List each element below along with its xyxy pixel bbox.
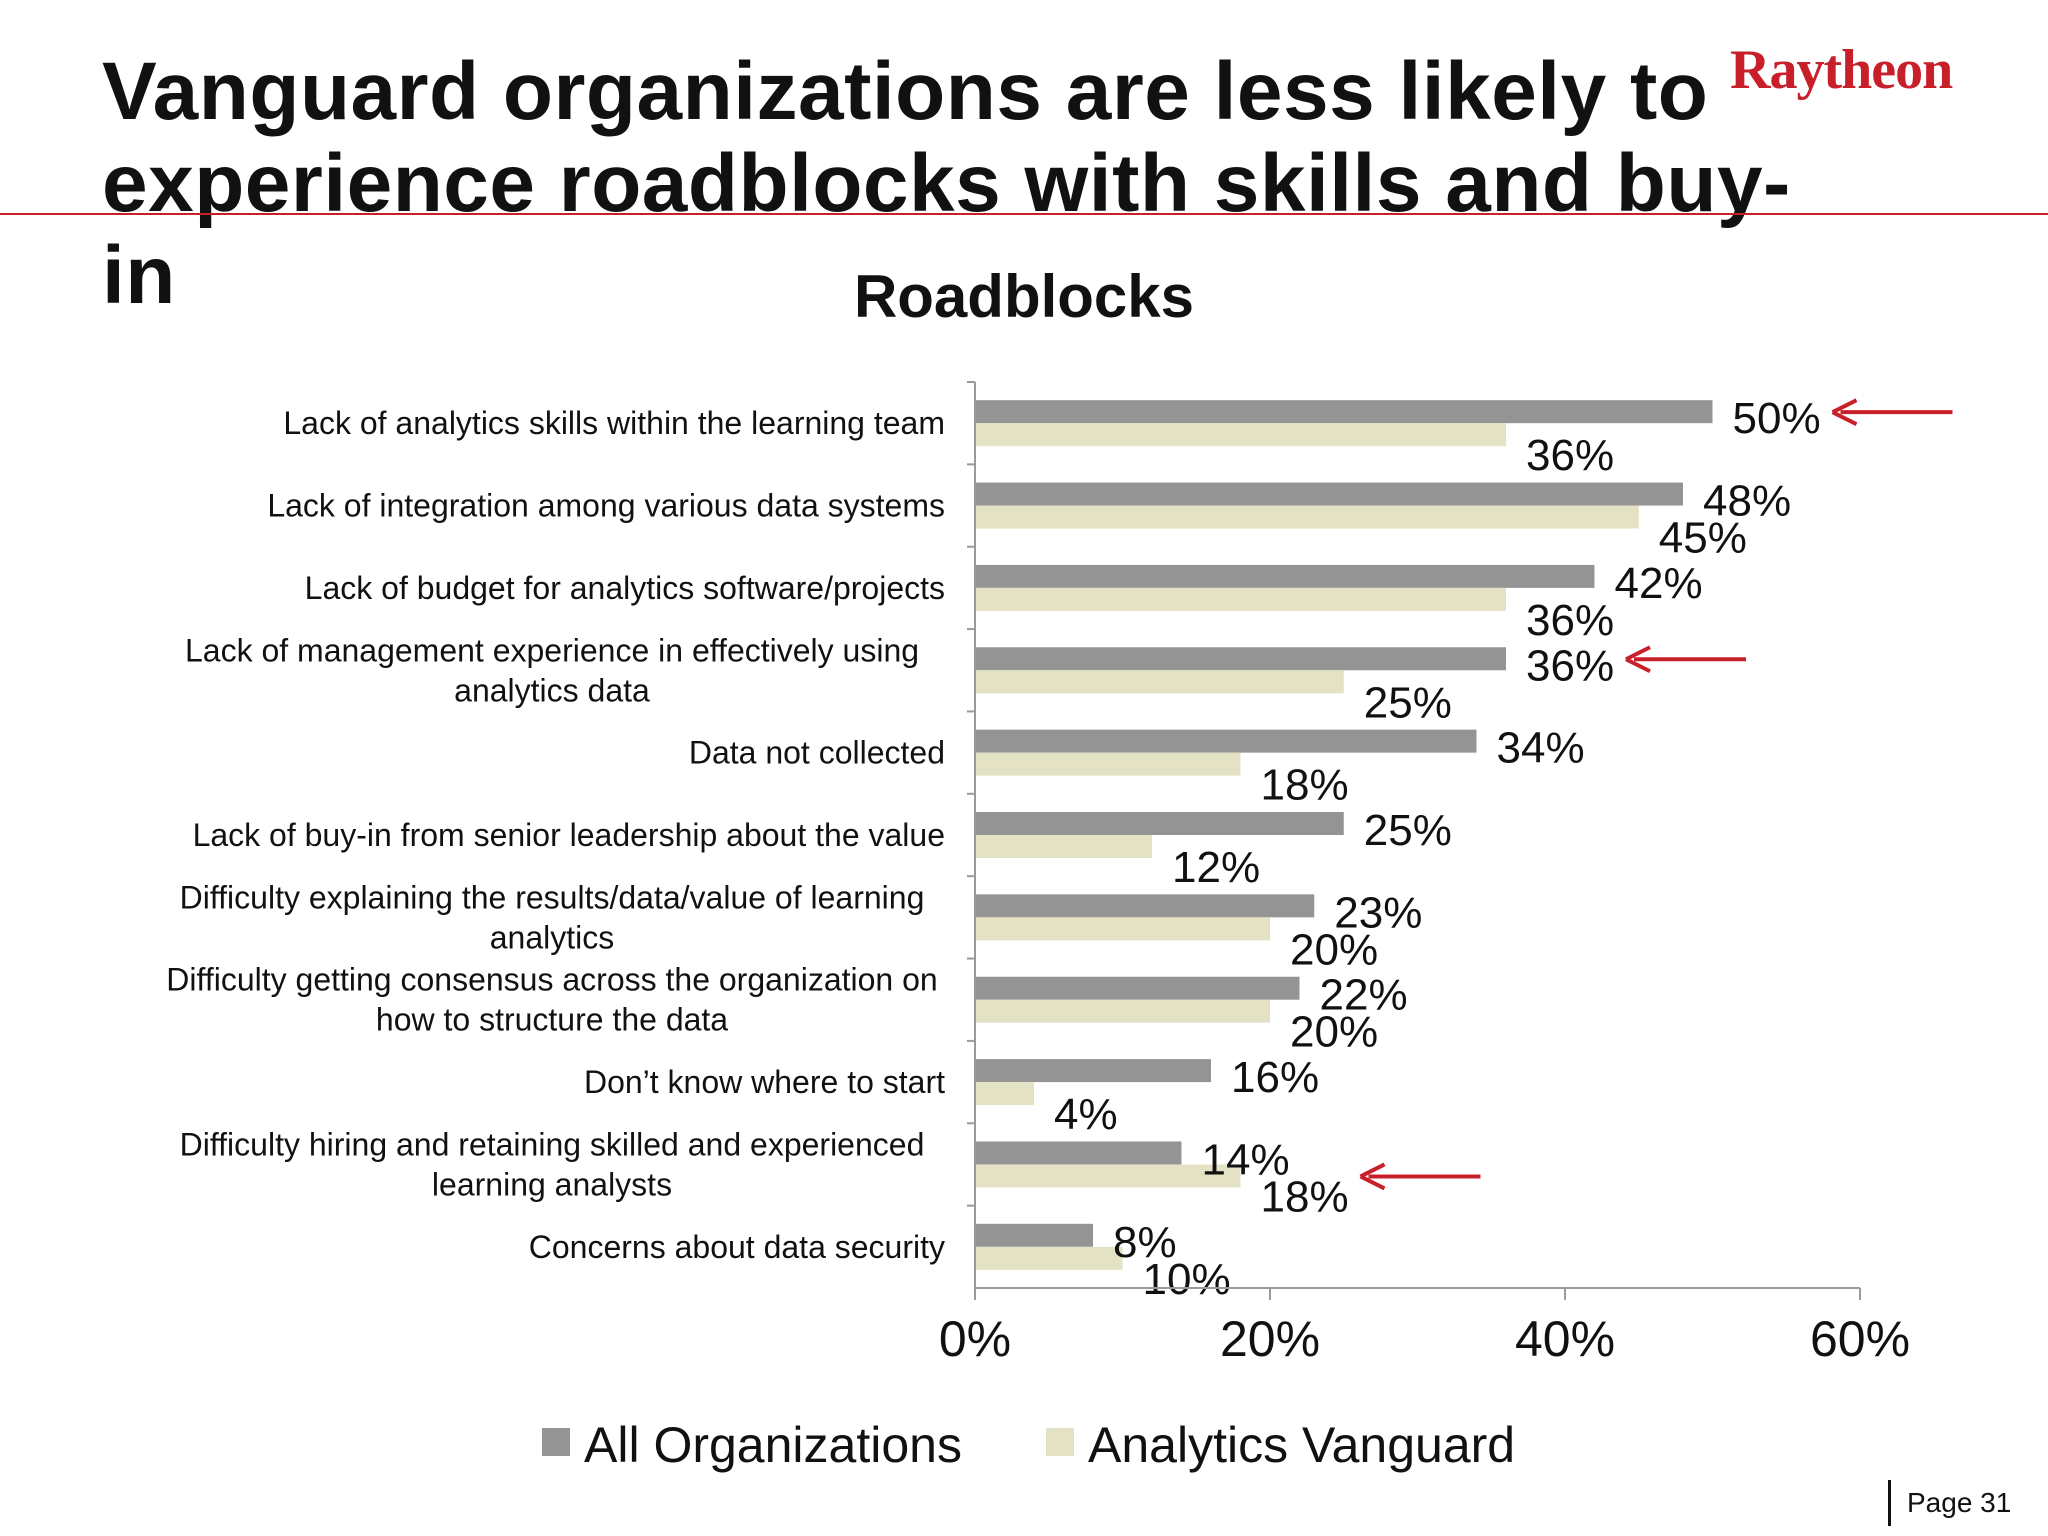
data-label: 25% bbox=[1364, 678, 1452, 727]
data-label: 34% bbox=[1497, 724, 1585, 773]
bar-all-organizations bbox=[975, 400, 1713, 424]
page-number: Page 31 bbox=[1888, 1480, 2011, 1526]
legend-label: Analytics Vanguard bbox=[1088, 1417, 1515, 1473]
data-label: 16% bbox=[1231, 1053, 1319, 1102]
category-label: Don’t know where to start bbox=[584, 1064, 945, 1100]
bar-all-organizations bbox=[975, 482, 1683, 506]
legend-swatch-all-organizations bbox=[542, 1428, 570, 1456]
bar-all-organizations bbox=[975, 812, 1344, 835]
category-label: Difficulty getting consensus across the … bbox=[166, 962, 937, 1038]
data-label: 12% bbox=[1172, 843, 1260, 892]
bar-analytics-vanguard bbox=[975, 999, 1270, 1023]
data-labels: 50%36%48%45%42%36%36%25%34%18%25%12%23%2… bbox=[1054, 394, 1821, 1304]
data-label: 14% bbox=[1202, 1135, 1290, 1184]
data-label: 42% bbox=[1615, 559, 1703, 608]
data-label: 20% bbox=[1290, 1008, 1378, 1057]
bar-all-organizations bbox=[975, 1059, 1211, 1083]
category-label: Difficulty explaining the results/data/v… bbox=[180, 879, 925, 955]
highlight-arrows bbox=[1359, 398, 1953, 1191]
category-label: Lack of buy-in from senior leadership ab… bbox=[193, 817, 945, 853]
data-label: 45% bbox=[1659, 514, 1747, 563]
bar-all-organizations bbox=[975, 729, 1477, 753]
bar-analytics-vanguard bbox=[975, 423, 1506, 447]
bar-analytics-vanguard bbox=[975, 835, 1152, 858]
x-tick-label: 0% bbox=[939, 1311, 1011, 1367]
category-label: Lack of management experience in effecti… bbox=[185, 632, 919, 708]
data-label: 25% bbox=[1364, 806, 1452, 855]
highlight-arrow-head bbox=[1359, 1162, 1386, 1191]
data-label: 50% bbox=[1733, 394, 1821, 443]
data-label: 20% bbox=[1290, 925, 1378, 974]
chart-title: Roadblocks bbox=[853, 263, 1195, 330]
raytheon-logo: Raytheon bbox=[1730, 39, 1953, 101]
bar-all-organizations bbox=[975, 976, 1300, 1000]
legend: All Organizations Analytics Vanguard bbox=[542, 1417, 1515, 1473]
bar-analytics-vanguard bbox=[975, 917, 1270, 941]
bar-analytics-vanguard bbox=[975, 752, 1241, 776]
category-label: Data not collected bbox=[689, 735, 945, 771]
bar-analytics-vanguard bbox=[975, 1164, 1241, 1188]
data-label: 36% bbox=[1526, 641, 1614, 690]
bar-all-organizations bbox=[975, 564, 1595, 588]
x-tick-label: 40% bbox=[1515, 1311, 1615, 1367]
bars bbox=[975, 400, 1713, 1270]
bar-all-organizations bbox=[975, 1223, 1093, 1247]
category-label: Lack of analytics skills within the lear… bbox=[283, 405, 945, 441]
bar-all-organizations bbox=[975, 1141, 1182, 1165]
data-label: 23% bbox=[1334, 888, 1422, 937]
bar-all-organizations bbox=[975, 894, 1315, 918]
data-label: 4% bbox=[1054, 1090, 1118, 1139]
bar-analytics-vanguard bbox=[975, 587, 1506, 611]
legend-label: All Organizations bbox=[584, 1417, 962, 1473]
data-label: 18% bbox=[1261, 1172, 1349, 1221]
data-label: 10% bbox=[1143, 1255, 1231, 1304]
data-label: 48% bbox=[1703, 477, 1791, 526]
legend-swatch-analytics-vanguard bbox=[1046, 1428, 1074, 1456]
x-tick-label: 60% bbox=[1810, 1311, 1910, 1367]
category-label: Concerns about data security bbox=[529, 1229, 945, 1265]
title-divider bbox=[0, 213, 2048, 215]
data-label: 8% bbox=[1113, 1218, 1177, 1267]
axes: 0% 20% 40% 60% bbox=[939, 381, 1910, 1367]
bar-analytics-vanguard bbox=[975, 670, 1344, 694]
data-label: 36% bbox=[1526, 431, 1614, 480]
bar-analytics-vanguard bbox=[975, 1246, 1123, 1270]
highlight-arrow-head bbox=[1831, 398, 1858, 426]
data-label: 18% bbox=[1261, 761, 1349, 810]
data-label: 36% bbox=[1526, 596, 1614, 645]
category-labels: Lack of analytics skills within the lear… bbox=[166, 405, 945, 1265]
bar-analytics-vanguard bbox=[975, 1082, 1034, 1106]
category-label: Difficulty hiring and retaining skilled … bbox=[180, 1126, 925, 1202]
category-label: Lack of integration among various data s… bbox=[267, 488, 945, 524]
bar-all-organizations bbox=[975, 647, 1506, 671]
highlight-arrow-head bbox=[1625, 645, 1651, 674]
category-label: Lack of budget for analytics software/pr… bbox=[305, 570, 945, 606]
x-tick-label: 20% bbox=[1220, 1311, 1320, 1367]
data-label: 22% bbox=[1320, 971, 1408, 1020]
bar-analytics-vanguard bbox=[975, 505, 1639, 529]
